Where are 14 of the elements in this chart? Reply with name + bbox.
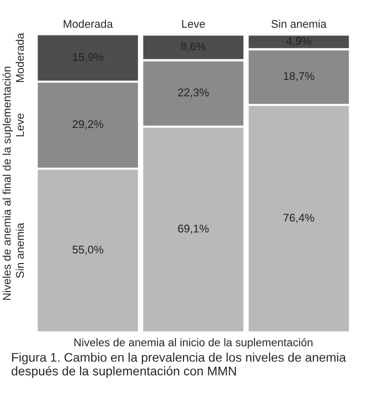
y-axis-title: Niveles de anemia al final de la suplementación — [2, 66, 13, 300]
x-tick-label: Moderada — [64, 20, 113, 28]
text: Sin anemia — [16, 222, 24, 278]
data-label: 69,1% — [178, 224, 209, 234]
data-label: 76,4% — [284, 214, 314, 223]
x-tick-label: Leve — [182, 20, 205, 28]
text: Leve — [16, 114, 24, 136]
data-label: 18,7% — [284, 72, 314, 82]
text: Figura 1. Cambio en la prevalencia de los niveles de anemia después de la suplementación con MMN — [12, 352, 346, 378]
data-label: 55,0% — [72, 246, 104, 255]
x-tick-label: Sin anemia — [271, 20, 327, 28]
data-label: 29,2% — [72, 120, 104, 130]
x-axis-title: Niveles de anemia al inicio de la suplementación — [74, 338, 312, 349]
data-label: 22,3% — [178, 88, 209, 98]
